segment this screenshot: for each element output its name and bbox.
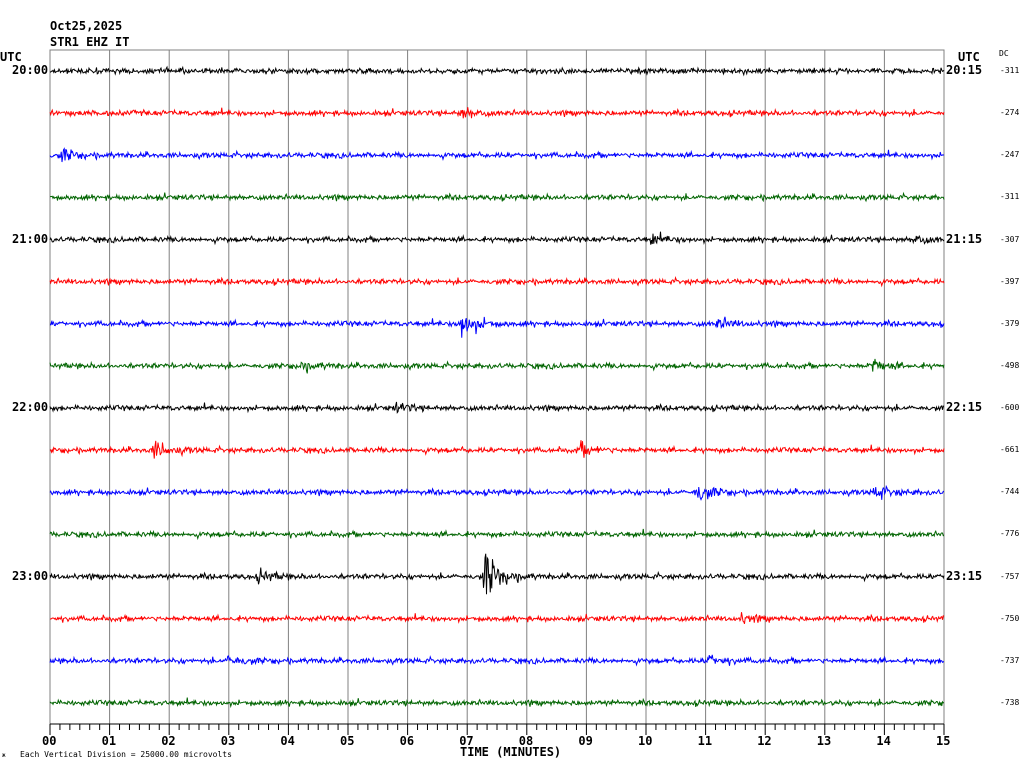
trace-line bbox=[49, 65, 945, 77]
right-utc-label: UTC bbox=[958, 50, 980, 64]
trace-line bbox=[49, 528, 945, 541]
trace-line bbox=[49, 654, 945, 667]
hour-label-left: 23:00 bbox=[12, 568, 49, 583]
x-tick-label: 09 bbox=[578, 734, 593, 748]
dc-offset-label: -661 bbox=[1000, 445, 1020, 455]
x-tick-label: 11 bbox=[697, 734, 713, 748]
x-tick-label: 07 bbox=[459, 734, 474, 748]
trace-line bbox=[49, 358, 945, 374]
dc-offset-label: -307 bbox=[1000, 234, 1020, 244]
trace-line bbox=[49, 484, 945, 501]
trace-line bbox=[49, 275, 945, 288]
dc-offset-label: -311 bbox=[1000, 66, 1020, 75]
x-tick-label: 12 bbox=[757, 734, 772, 748]
trace-line bbox=[49, 440, 945, 459]
trace-line bbox=[49, 147, 945, 163]
dc-offset-label: -379 bbox=[1000, 318, 1020, 328]
hour-label-left: 21:00 bbox=[12, 231, 49, 246]
corner-mark: ж bbox=[2, 752, 6, 759]
hour-label-left: 20:00 bbox=[12, 63, 49, 77]
dc-offset-label: -274 bbox=[1000, 108, 1020, 118]
hour-label-right: 20:15 bbox=[946, 63, 983, 77]
dc-offset-label: -311 bbox=[1000, 192, 1020, 202]
x-tick-label: 00 bbox=[42, 734, 57, 748]
left-utc-label: UTC bbox=[0, 50, 22, 64]
x-axis-label: TIME (MINUTES) bbox=[460, 745, 562, 759]
hour-label-right: 23:15 bbox=[946, 568, 983, 583]
hour-label-left: 22:00 bbox=[12, 400, 49, 415]
trace-line bbox=[49, 316, 945, 338]
dc-offset-label: -744 bbox=[1000, 487, 1020, 497]
x-tick-label: 03 bbox=[220, 734, 236, 748]
x-tick-label: 02 bbox=[161, 734, 176, 748]
dc-offset-label: -757 bbox=[1000, 571, 1020, 581]
dc-offset-label: -498 bbox=[1000, 360, 1020, 370]
trace-line bbox=[49, 697, 945, 709]
dc-offset-label: -738 bbox=[1000, 697, 1020, 707]
dc-offset-label: -750 bbox=[1000, 613, 1020, 623]
scale-note: Each Vertical Division = 25000.00 microv… bbox=[20, 750, 232, 759]
hour-label-right: 21:15 bbox=[946, 231, 983, 246]
x-tick-label: 13 bbox=[816, 734, 832, 748]
date-label: Oct25,2025 bbox=[50, 19, 123, 33]
x-tick-label: 14 bbox=[876, 734, 891, 748]
hour-label-right: 22:15 bbox=[946, 400, 983, 415]
x-tick-label: 06 bbox=[399, 734, 415, 748]
x-tick-label: 15 bbox=[936, 734, 951, 748]
trace-line bbox=[49, 107, 945, 119]
trace-line bbox=[49, 553, 945, 595]
trace-line bbox=[49, 612, 945, 624]
x-tick-label: 01 bbox=[101, 734, 117, 748]
trace-line bbox=[49, 191, 945, 203]
x-tick-label: 05 bbox=[340, 734, 355, 748]
dc-offset-label: -600 bbox=[1000, 403, 1020, 413]
x-tick-label: 08 bbox=[518, 734, 534, 748]
x-tick-label: 10 bbox=[638, 734, 653, 748]
trace-line bbox=[49, 231, 945, 246]
x-tick-label: 04 bbox=[280, 734, 295, 748]
dc-offset-label: -247 bbox=[1000, 150, 1020, 160]
dc-label: DC bbox=[999, 49, 1009, 58]
trace-line bbox=[49, 401, 945, 414]
plot-frame bbox=[49, 49, 945, 725]
dc-offset-label: -397 bbox=[1000, 276, 1020, 286]
station-label: STR1 EHZ IT bbox=[50, 35, 130, 49]
dc-offset-label: -737 bbox=[1000, 655, 1020, 665]
dc-offset-label: -776 bbox=[1000, 529, 1020, 539]
